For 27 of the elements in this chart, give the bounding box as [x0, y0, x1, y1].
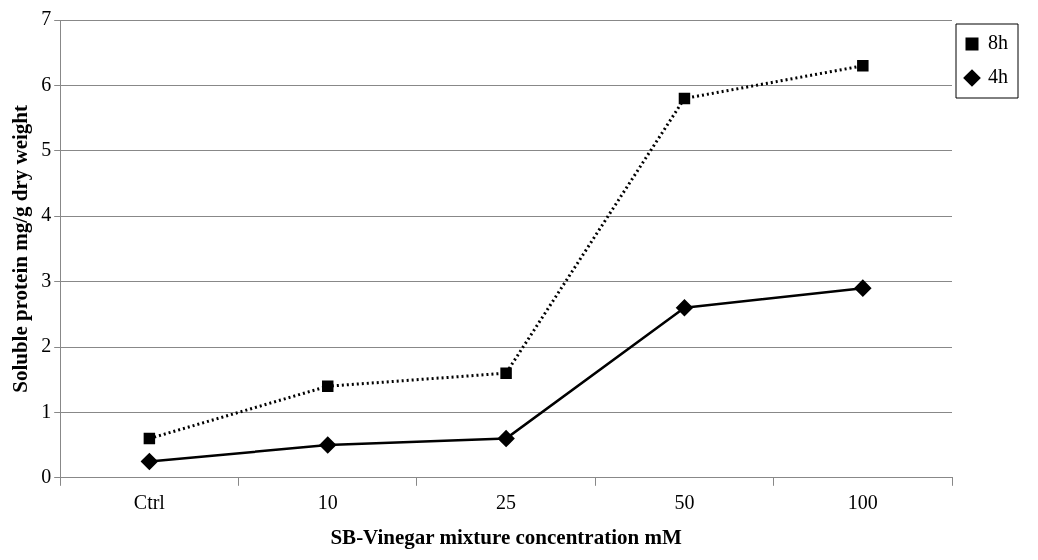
point [141, 453, 158, 470]
y-tick-label: 4 [41, 203, 52, 226]
point [857, 60, 869, 72]
legend-label: 8h [988, 31, 1008, 54]
y-tick-label: 3 [41, 268, 52, 291]
legend-label: 4h [988, 65, 1008, 88]
y-tick-label: 5 [41, 138, 52, 161]
x-axis-title: SB-Vinegar mixture concentration mM [330, 524, 682, 549]
y-tick-label: 6 [41, 72, 52, 95]
x-tick-label: 25 [496, 491, 517, 514]
point [500, 367, 512, 379]
y-tick-label: 7 [41, 7, 52, 30]
point [319, 436, 336, 454]
y-tick-label: 2 [41, 334, 52, 357]
point [678, 92, 691, 105]
x-tick-label: 100 [847, 491, 878, 514]
point [497, 430, 515, 447]
y-axis-title: Soluble protein mg/g dry weight [8, 105, 33, 393]
x-tick-label: 10 [317, 491, 338, 514]
y-tick-label: 0 [41, 465, 52, 488]
point [143, 432, 156, 445]
point [854, 279, 872, 297]
y-tick-label: 1 [41, 399, 52, 422]
x-tick-label: Ctrl [133, 491, 166, 514]
x-tick-label: 50 [674, 491, 695, 514]
point [322, 380, 334, 392]
point [676, 299, 693, 317]
